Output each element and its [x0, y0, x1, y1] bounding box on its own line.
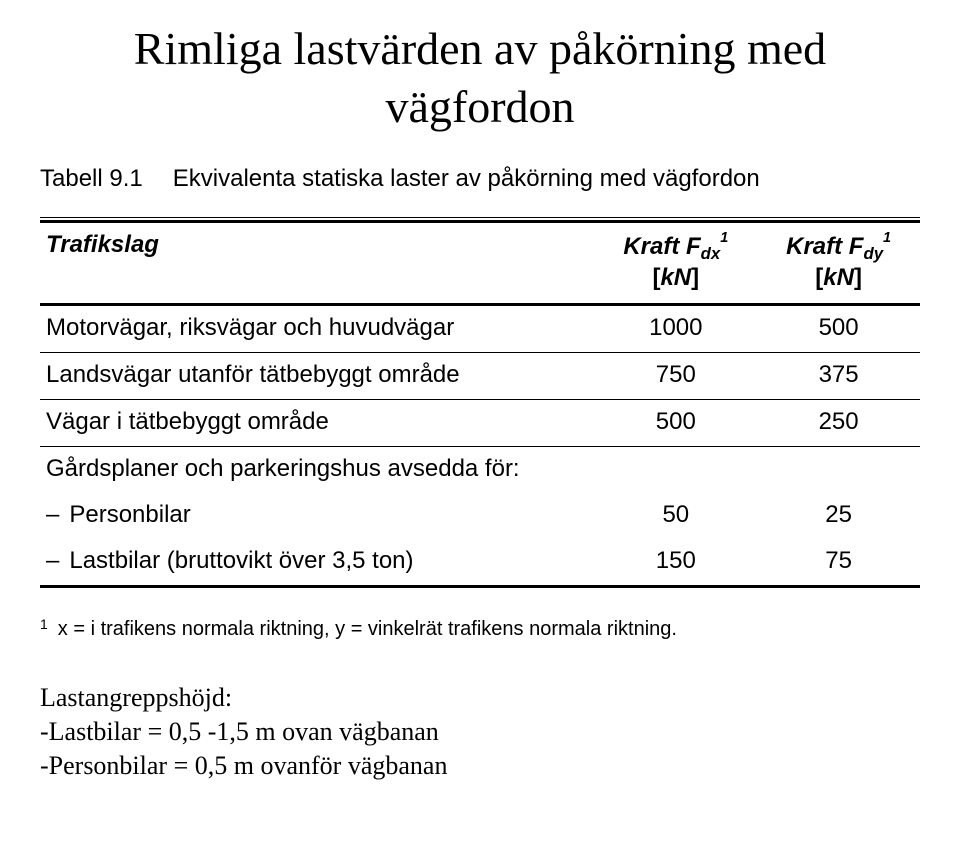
bottom-notes: Lastangreppshöjd: -Lastbilar = 0,5 -1,5 …	[40, 681, 920, 782]
table-row: – Lastbilar (bruttovikt över 3,5 ton) 15…	[40, 539, 920, 587]
fdy-prefix: Kraft F	[786, 233, 863, 260]
dash-icon: –	[46, 501, 59, 529]
loads-table: Trafikslag Kraft Fdx1 [kN] Kraft Fdy1 [k…	[40, 217, 920, 588]
row-label: Landsvägar utanför tätbebyggt område	[40, 353, 594, 400]
col-header-trafikslag: Trafikslag	[40, 223, 594, 305]
fdy-unit: [kN]	[815, 264, 862, 291]
table-caption: Ekvivalenta statiska laster av påkörning…	[173, 165, 760, 193]
row-label: Motorvägar, riksvägar och huvudvägar	[40, 305, 594, 353]
footnote: 1 x = i trafikens normala riktning, y = …	[40, 618, 920, 641]
table-number: Tabell 9.1	[40, 165, 143, 193]
row-fdy: 500	[757, 305, 920, 353]
footnote-text: x = i trafikens normala riktning, y = vi…	[58, 618, 677, 641]
dash-icon: –	[46, 547, 59, 575]
group-item-label: Personbilar	[69, 501, 190, 529]
row-fdy: 375	[757, 353, 920, 400]
row-fdx: 500	[594, 400, 757, 447]
footnote-mark: 1	[40, 616, 48, 632]
row-fdy: 25	[757, 493, 920, 539]
table-row: Landsvägar utanför tätbebyggt område 750…	[40, 353, 920, 400]
page-title: Rimliga lastvärden av påkörning med vägf…	[40, 20, 920, 135]
row-label: Vägar i tätbebyggt område	[40, 400, 594, 447]
fdx-sup: 1	[720, 230, 728, 246]
table-row: Motorvägar, riksvägar och huvudvägar 100…	[40, 305, 920, 353]
table-caption-line: Tabell 9.1 Ekvivalenta statiska laster a…	[40, 165, 920, 193]
bottom-line-3: -Personbilar = 0,5 m ovanför vägbanan	[40, 749, 920, 783]
table-header-row: Trafikslag Kraft Fdx1 [kN] Kraft Fdy1 [k…	[40, 223, 920, 305]
row-fdy: 250	[757, 400, 920, 447]
group-item-label: Lastbilar (bruttovikt över 3,5 ton)	[69, 547, 413, 575]
group-heading: Gårdsplaner och parkeringshus avsedda fö…	[40, 447, 594, 494]
row-fdx: 1000	[594, 305, 757, 353]
bottom-line-2: -Lastbilar = 0,5 -1,5 m ovan vägbanan	[40, 715, 920, 749]
row-fdx: 750	[594, 353, 757, 400]
row-fdy: 75	[757, 539, 920, 587]
table-group-heading-row: Gårdsplaner och parkeringshus avsedda fö…	[40, 447, 920, 494]
row-fdx: 50	[594, 493, 757, 539]
fdx-prefix: Kraft F	[623, 233, 700, 260]
fdx-sub: dx	[701, 244, 721, 263]
bottom-line-1: Lastangreppshöjd:	[40, 681, 920, 715]
fdx-unit: [kN]	[652, 264, 699, 291]
fdy-sup: 1	[883, 230, 891, 246]
col-header-fdy: Kraft Fdy1 [kN]	[757, 223, 920, 305]
row-label: – Personbilar	[40, 493, 594, 539]
table-row: – Personbilar 50 25	[40, 493, 920, 539]
fdy-sub: dy	[863, 244, 883, 263]
row-fdx: 150	[594, 539, 757, 587]
table-row: Vägar i tätbebyggt område 500 250	[40, 400, 920, 447]
row-label: – Lastbilar (bruttovikt över 3,5 ton)	[40, 539, 594, 587]
col-header-fdx: Kraft Fdx1 [kN]	[594, 223, 757, 305]
